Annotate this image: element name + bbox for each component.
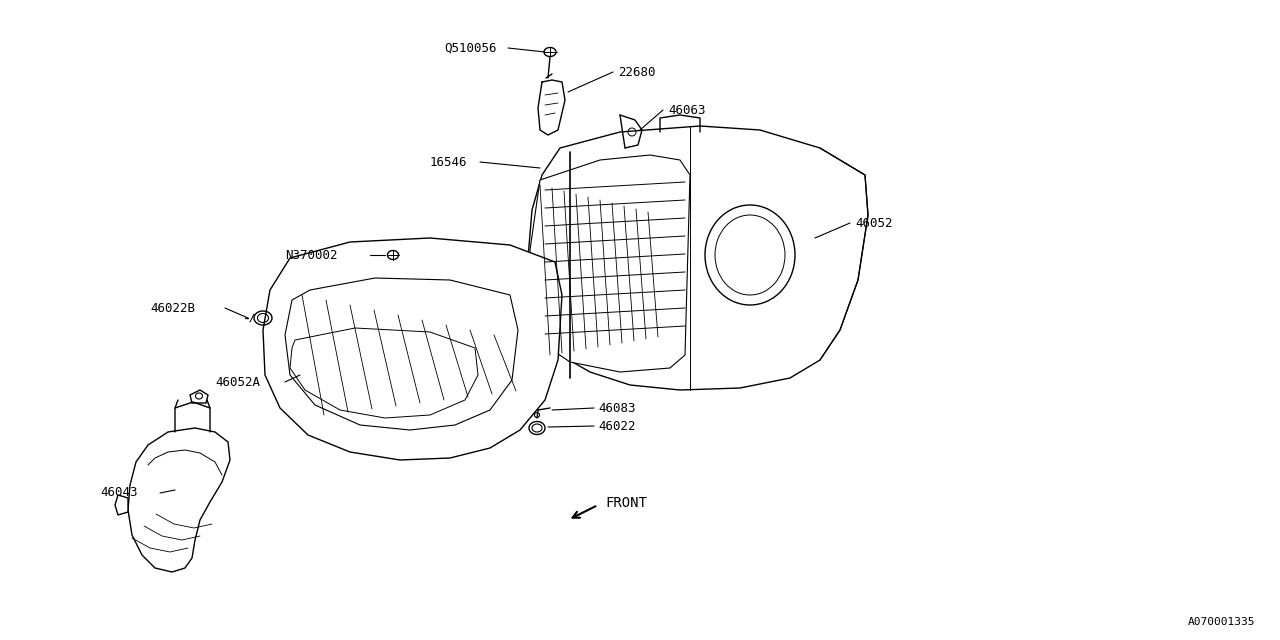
Polygon shape [530,155,690,372]
Text: 46022B: 46022B [150,301,195,314]
Text: Q510056: Q510056 [444,42,497,54]
Text: 46052A: 46052A [215,376,260,388]
Text: 46022: 46022 [598,419,635,433]
Text: N370002: N370002 [285,248,338,262]
Polygon shape [189,390,209,403]
Polygon shape [291,328,477,418]
Text: 46063: 46063 [668,104,705,116]
Polygon shape [262,238,562,460]
Text: A070001335: A070001335 [1188,617,1254,627]
Polygon shape [115,495,128,515]
Text: FRONT: FRONT [605,496,646,510]
Text: 46043: 46043 [100,486,137,499]
Text: 22680: 22680 [618,65,655,79]
Polygon shape [285,278,518,430]
Text: 46083: 46083 [598,401,635,415]
Text: 16546: 16546 [430,156,467,168]
Polygon shape [527,126,868,390]
Text: 46052: 46052 [855,216,892,230]
Polygon shape [128,428,230,572]
